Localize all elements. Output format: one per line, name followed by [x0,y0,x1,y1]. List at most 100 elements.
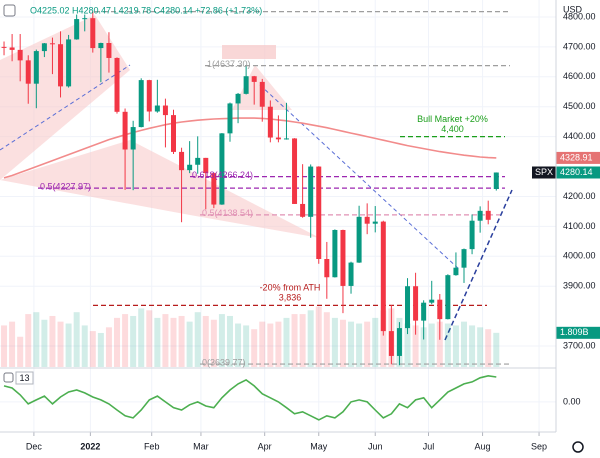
volume-bar [194,312,201,367]
volume-tag-label: 1.809B [560,327,589,337]
volume-bar [202,315,209,367]
volume-bar [49,315,56,367]
y-tick-label: 3700.00 [563,340,596,350]
level-title: -20% from ATH [260,283,321,293]
trendline [0,64,131,151]
candle-body [300,203,306,217]
y-tick-label: 4600.00 [563,71,596,81]
x-tick-label: Aug [475,441,491,451]
candle-body [396,328,402,356]
volume-bar [122,314,129,367]
settings-icon[interactable] [572,441,584,453]
y-tick-label: 4100.00 [563,221,596,231]
volume-tag [556,326,600,339]
x-tick-label: Mar [193,441,209,451]
volume-bar [412,325,419,367]
volume-bar [105,327,112,367]
volume-bar [9,321,16,367]
candle-body [340,229,346,286]
currency: USD [563,4,583,14]
volume-bar [81,325,88,367]
candle-body [364,216,370,224]
candle-body [58,44,64,87]
volume-bar [89,331,96,367]
candle-body [114,57,120,112]
candle-body [348,262,354,286]
volume-bar [420,327,427,367]
candle-body [49,43,55,45]
candle-body [388,331,394,356]
candle-body [437,299,443,320]
candle-body [243,76,249,94]
ma-tag-label: 4328.91 [560,152,593,162]
candle-body [25,60,31,84]
volume-bar [17,336,24,367]
candle-body [122,111,128,150]
level-label: 4,400 [441,124,464,134]
volume-bar [331,317,338,367]
x-tick-label: Dec [26,441,43,451]
volume-bar [178,315,185,367]
indicator-label[interactable]: 13 [19,373,29,383]
candle-body [251,76,257,82]
candle-body [211,173,217,205]
volume-bar [485,329,492,367]
volume-bar [469,325,476,367]
candle-body [82,18,88,20]
y-tick-label: 0.00 [563,396,581,406]
volume-bar [452,325,459,367]
candle-body [187,164,193,171]
pattern-shade [0,140,320,238]
volume-bar [428,323,435,367]
volume-bar [130,315,137,367]
volume-bar [170,317,177,367]
candle-body [429,299,435,303]
y-tick-label: 4700.00 [563,41,596,51]
volume-bar [477,327,484,367]
volume-bar [356,323,363,367]
candle-body [421,302,427,321]
candle-body [324,259,330,278]
indicator-icon [3,372,14,383]
volume-bar [218,314,225,367]
volume-bar [275,321,282,367]
y-tick-label: 4800.00 [563,11,596,21]
volume-bar [146,310,153,367]
volume-bar [307,310,314,367]
candle-body [332,229,338,278]
volume-bar [444,323,451,367]
x-tick-label: Jun [368,441,383,451]
volume-bar [33,312,40,367]
volume-bar [372,317,379,367]
volume-bar [315,306,322,367]
y-tick-label: 3900.00 [563,281,596,291]
level-label: 0(3639.77) [202,357,246,367]
volume-bar [57,321,64,367]
pattern-shade [222,45,276,59]
y-tick-label: 4400.00 [563,131,596,141]
y-tick-label: 4500.00 [563,101,596,111]
candle-body [469,220,475,250]
volume-bar [41,319,48,367]
trendline [259,84,461,271]
volume-bar [259,321,266,367]
candle-body [308,166,314,217]
volume-bar [299,314,306,367]
candle-body [445,275,451,320]
volume-bar [114,317,121,367]
candle-body [195,157,201,165]
indicator-box [15,371,34,385]
price-tag [556,166,600,179]
x-tick-label: Jul [423,441,435,451]
symbol-tag [532,166,556,179]
level-title: Bull Market +20% [417,114,488,124]
ma-tag [556,151,600,164]
pattern-shade [0,15,130,180]
moving-average [3,117,497,179]
candle-body [283,138,289,140]
volume-bar [323,312,330,367]
volume-bar [1,325,8,367]
candle-body [203,157,209,174]
x-tick-label: Feb [144,441,160,451]
